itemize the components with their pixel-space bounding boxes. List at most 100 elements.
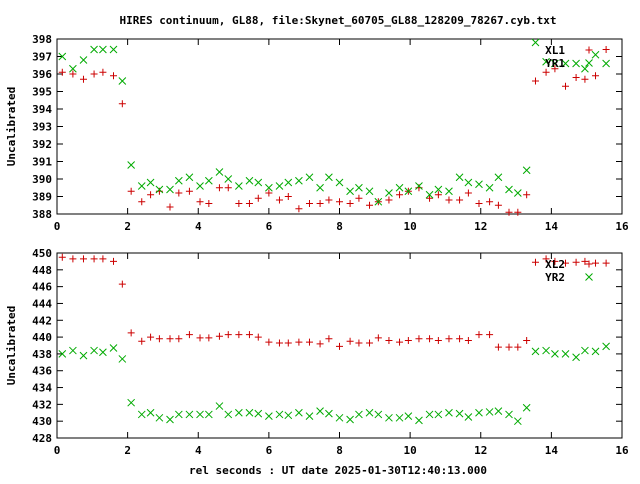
data-point <box>346 415 354 424</box>
data-point <box>325 409 333 418</box>
data-point <box>174 176 183 185</box>
y-tick-label: 396 <box>32 68 52 81</box>
chart-title: HIRES continuum, GL88, file:Skynet_60705… <box>119 14 556 27</box>
data-point <box>155 335 163 343</box>
y-tick-label: 391 <box>32 156 52 169</box>
data-point <box>514 208 522 216</box>
x-tick-label: 8 <box>336 220 343 233</box>
data-point <box>185 173 194 182</box>
data-point <box>58 253 66 261</box>
data-point <box>404 412 413 420</box>
panel-1: 388 389 390 391 392 393 394 395 396 397 398 0 2 4 6 8 10… <box>5 33 629 233</box>
data-point <box>336 342 343 350</box>
data-point <box>415 335 423 343</box>
x-tick-label: 10 <box>404 220 417 233</box>
data-point <box>305 338 313 346</box>
data-point <box>374 197 383 206</box>
data-point <box>434 185 443 194</box>
data-point <box>254 333 262 341</box>
data-point <box>542 57 550 66</box>
data-point <box>127 187 135 195</box>
data-point <box>305 173 314 182</box>
data-point <box>385 189 393 197</box>
data-point <box>522 166 531 175</box>
data-point <box>284 339 292 347</box>
data-point <box>385 336 393 344</box>
data-point <box>137 182 146 190</box>
data-point <box>69 346 77 355</box>
data-point <box>58 52 67 61</box>
data-point <box>58 350 67 358</box>
data-point <box>205 334 213 342</box>
data-point <box>174 410 183 419</box>
x-tick-label: 8 <box>336 444 343 457</box>
data-point <box>531 258 539 266</box>
data-point <box>366 339 374 347</box>
data-point <box>455 173 464 182</box>
data-point <box>175 335 183 343</box>
data-point <box>224 410 233 419</box>
data-point <box>581 75 589 83</box>
data-point <box>531 347 540 356</box>
data-point <box>90 45 98 54</box>
data-point <box>245 408 254 417</box>
data-point <box>561 350 570 358</box>
data-point <box>531 77 539 85</box>
data-point <box>551 59 559 68</box>
legend-marker <box>585 59 593 67</box>
data-point <box>79 255 87 263</box>
data-point <box>316 200 324 207</box>
data-point <box>355 410 363 419</box>
data-point <box>127 398 136 407</box>
data-point <box>523 191 531 199</box>
data-point <box>426 335 434 343</box>
legend-marker <box>585 260 593 268</box>
data-point <box>118 100 126 108</box>
data-point <box>265 338 273 346</box>
x-tick-label: 10 <box>404 444 417 457</box>
data-point <box>542 68 550 76</box>
data-point <box>485 183 494 192</box>
data-point <box>166 415 174 424</box>
data-point <box>79 351 88 360</box>
data-point <box>295 338 303 346</box>
data-point <box>486 198 494 206</box>
data-point <box>445 335 453 343</box>
series-XL2 <box>58 253 610 351</box>
data-point <box>335 413 344 422</box>
y-tick-label: 389 <box>32 191 52 204</box>
data-point <box>572 59 580 68</box>
data-point <box>196 182 204 190</box>
data-point <box>196 334 204 342</box>
data-point <box>475 180 483 189</box>
legend-label: YR1 <box>545 57 565 70</box>
data-point <box>109 45 118 54</box>
data-point <box>110 257 117 265</box>
series-YR2 <box>58 342 610 426</box>
y-tick-label: 444 <box>32 297 52 310</box>
x-tick-label: 16 <box>615 220 629 233</box>
data-point <box>146 408 155 417</box>
data-point <box>385 196 393 204</box>
data-point <box>69 70 77 78</box>
y-tick-label: 428 <box>32 432 52 445</box>
x-tick-label: 6 <box>266 444 273 457</box>
panel-2: 428 430 432 434 436 438 440 442 444 446 448 450 0 2 4 6… <box>5 247 629 457</box>
data-point <box>464 189 472 197</box>
data-point <box>185 331 193 339</box>
data-point <box>265 189 273 197</box>
data-point <box>464 413 473 421</box>
y-tick-label: 450 <box>32 247 52 260</box>
data-point <box>155 413 164 422</box>
data-point <box>118 280 126 288</box>
x-tick-label: 6 <box>266 220 273 233</box>
data-point <box>118 77 127 85</box>
x-tick-label: 12 <box>474 444 487 457</box>
y-tick-label: 446 <box>32 281 52 294</box>
data-point <box>69 64 77 73</box>
data-point <box>404 336 412 344</box>
legend-label: XL2 <box>545 258 565 271</box>
data-point <box>602 59 610 68</box>
data-point <box>513 417 522 426</box>
data-point <box>486 331 494 339</box>
